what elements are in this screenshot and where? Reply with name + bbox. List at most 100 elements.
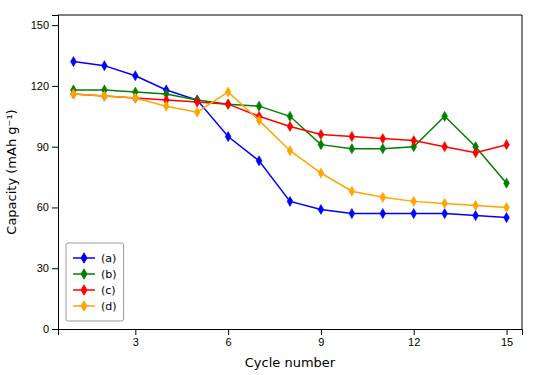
point	[225, 99, 231, 109]
point	[442, 142, 448, 152]
tick-mark	[52, 147, 58, 148]
point	[380, 133, 386, 143]
tick-label: 30	[37, 262, 49, 274]
tick-label: 120	[31, 80, 49, 92]
tick-mark	[228, 329, 229, 335]
point	[101, 91, 107, 101]
point	[504, 202, 510, 212]
legend-label: (a)	[101, 252, 116, 265]
point	[318, 168, 324, 178]
point	[71, 89, 77, 99]
tick: 9	[318, 329, 324, 348]
point	[287, 146, 293, 156]
axis-line	[52, 16, 59, 330]
tick: 150	[31, 19, 58, 31]
point	[411, 136, 417, 146]
point	[287, 196, 293, 206]
point	[504, 178, 510, 188]
tick-mark	[52, 329, 58, 330]
point	[256, 115, 262, 125]
point	[256, 101, 262, 111]
legend-label: (b)	[101, 268, 117, 281]
tick: 12	[408, 329, 420, 348]
point	[473, 148, 479, 158]
point	[225, 131, 231, 141]
y-axis: 0 30 60 90 120 150	[31, 16, 59, 336]
point	[349, 131, 355, 141]
point	[318, 140, 324, 150]
point	[256, 156, 262, 166]
point	[287, 121, 293, 131]
tick: 90	[37, 141, 58, 153]
tick-label: 9	[318, 336, 324, 348]
point	[132, 93, 138, 103]
plot: 36912150306090120150(a)(b)(c)(d)	[31, 15, 523, 348]
line	[73, 62, 506, 218]
point	[411, 196, 417, 206]
point	[411, 208, 417, 218]
point	[71, 56, 77, 66]
marks	[71, 56, 510, 222]
legend-entry: (a)	[73, 252, 116, 265]
axis-line	[59, 330, 523, 336]
tick-mark	[507, 329, 508, 335]
tick-mark	[52, 25, 58, 26]
tick-label: 150	[31, 19, 49, 31]
chart: 36912150306090120150(a)(b)(c)(d)Cycle nu…	[0, 0, 540, 375]
point	[349, 186, 355, 196]
tick-label: 3	[133, 336, 139, 348]
tick-mark	[135, 329, 136, 335]
point	[194, 107, 200, 117]
point	[504, 140, 510, 150]
tick-label: 12	[408, 336, 420, 348]
tick-label: 0	[43, 323, 49, 335]
point	[380, 208, 386, 218]
tick: 0	[43, 323, 58, 335]
legend-label: (d)	[101, 300, 117, 313]
legend: (a) (b) (c) (d)	[66, 243, 124, 321]
point	[442, 198, 448, 208]
tick-mark	[414, 329, 415, 335]
legend-label: (c)	[101, 284, 116, 297]
point	[287, 111, 293, 121]
legend-entry: (c)	[73, 284, 116, 297]
tick-mark	[52, 86, 58, 87]
frame	[522, 15, 523, 329]
point	[349, 144, 355, 154]
point	[349, 208, 355, 218]
line	[73, 94, 506, 153]
y-axis-title: Capacity (mAh g⁻¹)	[4, 109, 19, 234]
tick: 60	[37, 201, 58, 213]
legend-marker	[81, 253, 87, 263]
tick: 3	[133, 329, 139, 348]
point	[225, 87, 231, 97]
point	[318, 129, 324, 139]
point	[504, 212, 510, 222]
point	[380, 144, 386, 154]
x-axis: 3 6 9 12 15	[59, 329, 523, 348]
point	[225, 99, 231, 109]
point	[442, 208, 448, 218]
point	[132, 93, 138, 103]
point	[132, 71, 138, 81]
tick-label: 6	[226, 336, 232, 348]
tick-mark	[52, 268, 58, 269]
tick: 30	[37, 262, 58, 274]
legend-entry: (d)	[73, 300, 117, 313]
point	[473, 210, 479, 220]
point	[380, 192, 386, 202]
tick-label: 15	[501, 336, 513, 348]
legend-marker	[81, 285, 87, 295]
point	[473, 200, 479, 210]
legend-entry: (b)	[73, 268, 117, 281]
line	[73, 92, 506, 207]
tick-mark	[52, 207, 58, 208]
legend-frame	[66, 243, 124, 321]
point	[442, 111, 448, 121]
point	[194, 97, 200, 107]
line	[73, 90, 506, 183]
tick: 120	[31, 80, 58, 92]
tick: 6	[226, 329, 232, 348]
tick: 15	[501, 329, 513, 348]
tick-label: 60	[37, 201, 49, 213]
